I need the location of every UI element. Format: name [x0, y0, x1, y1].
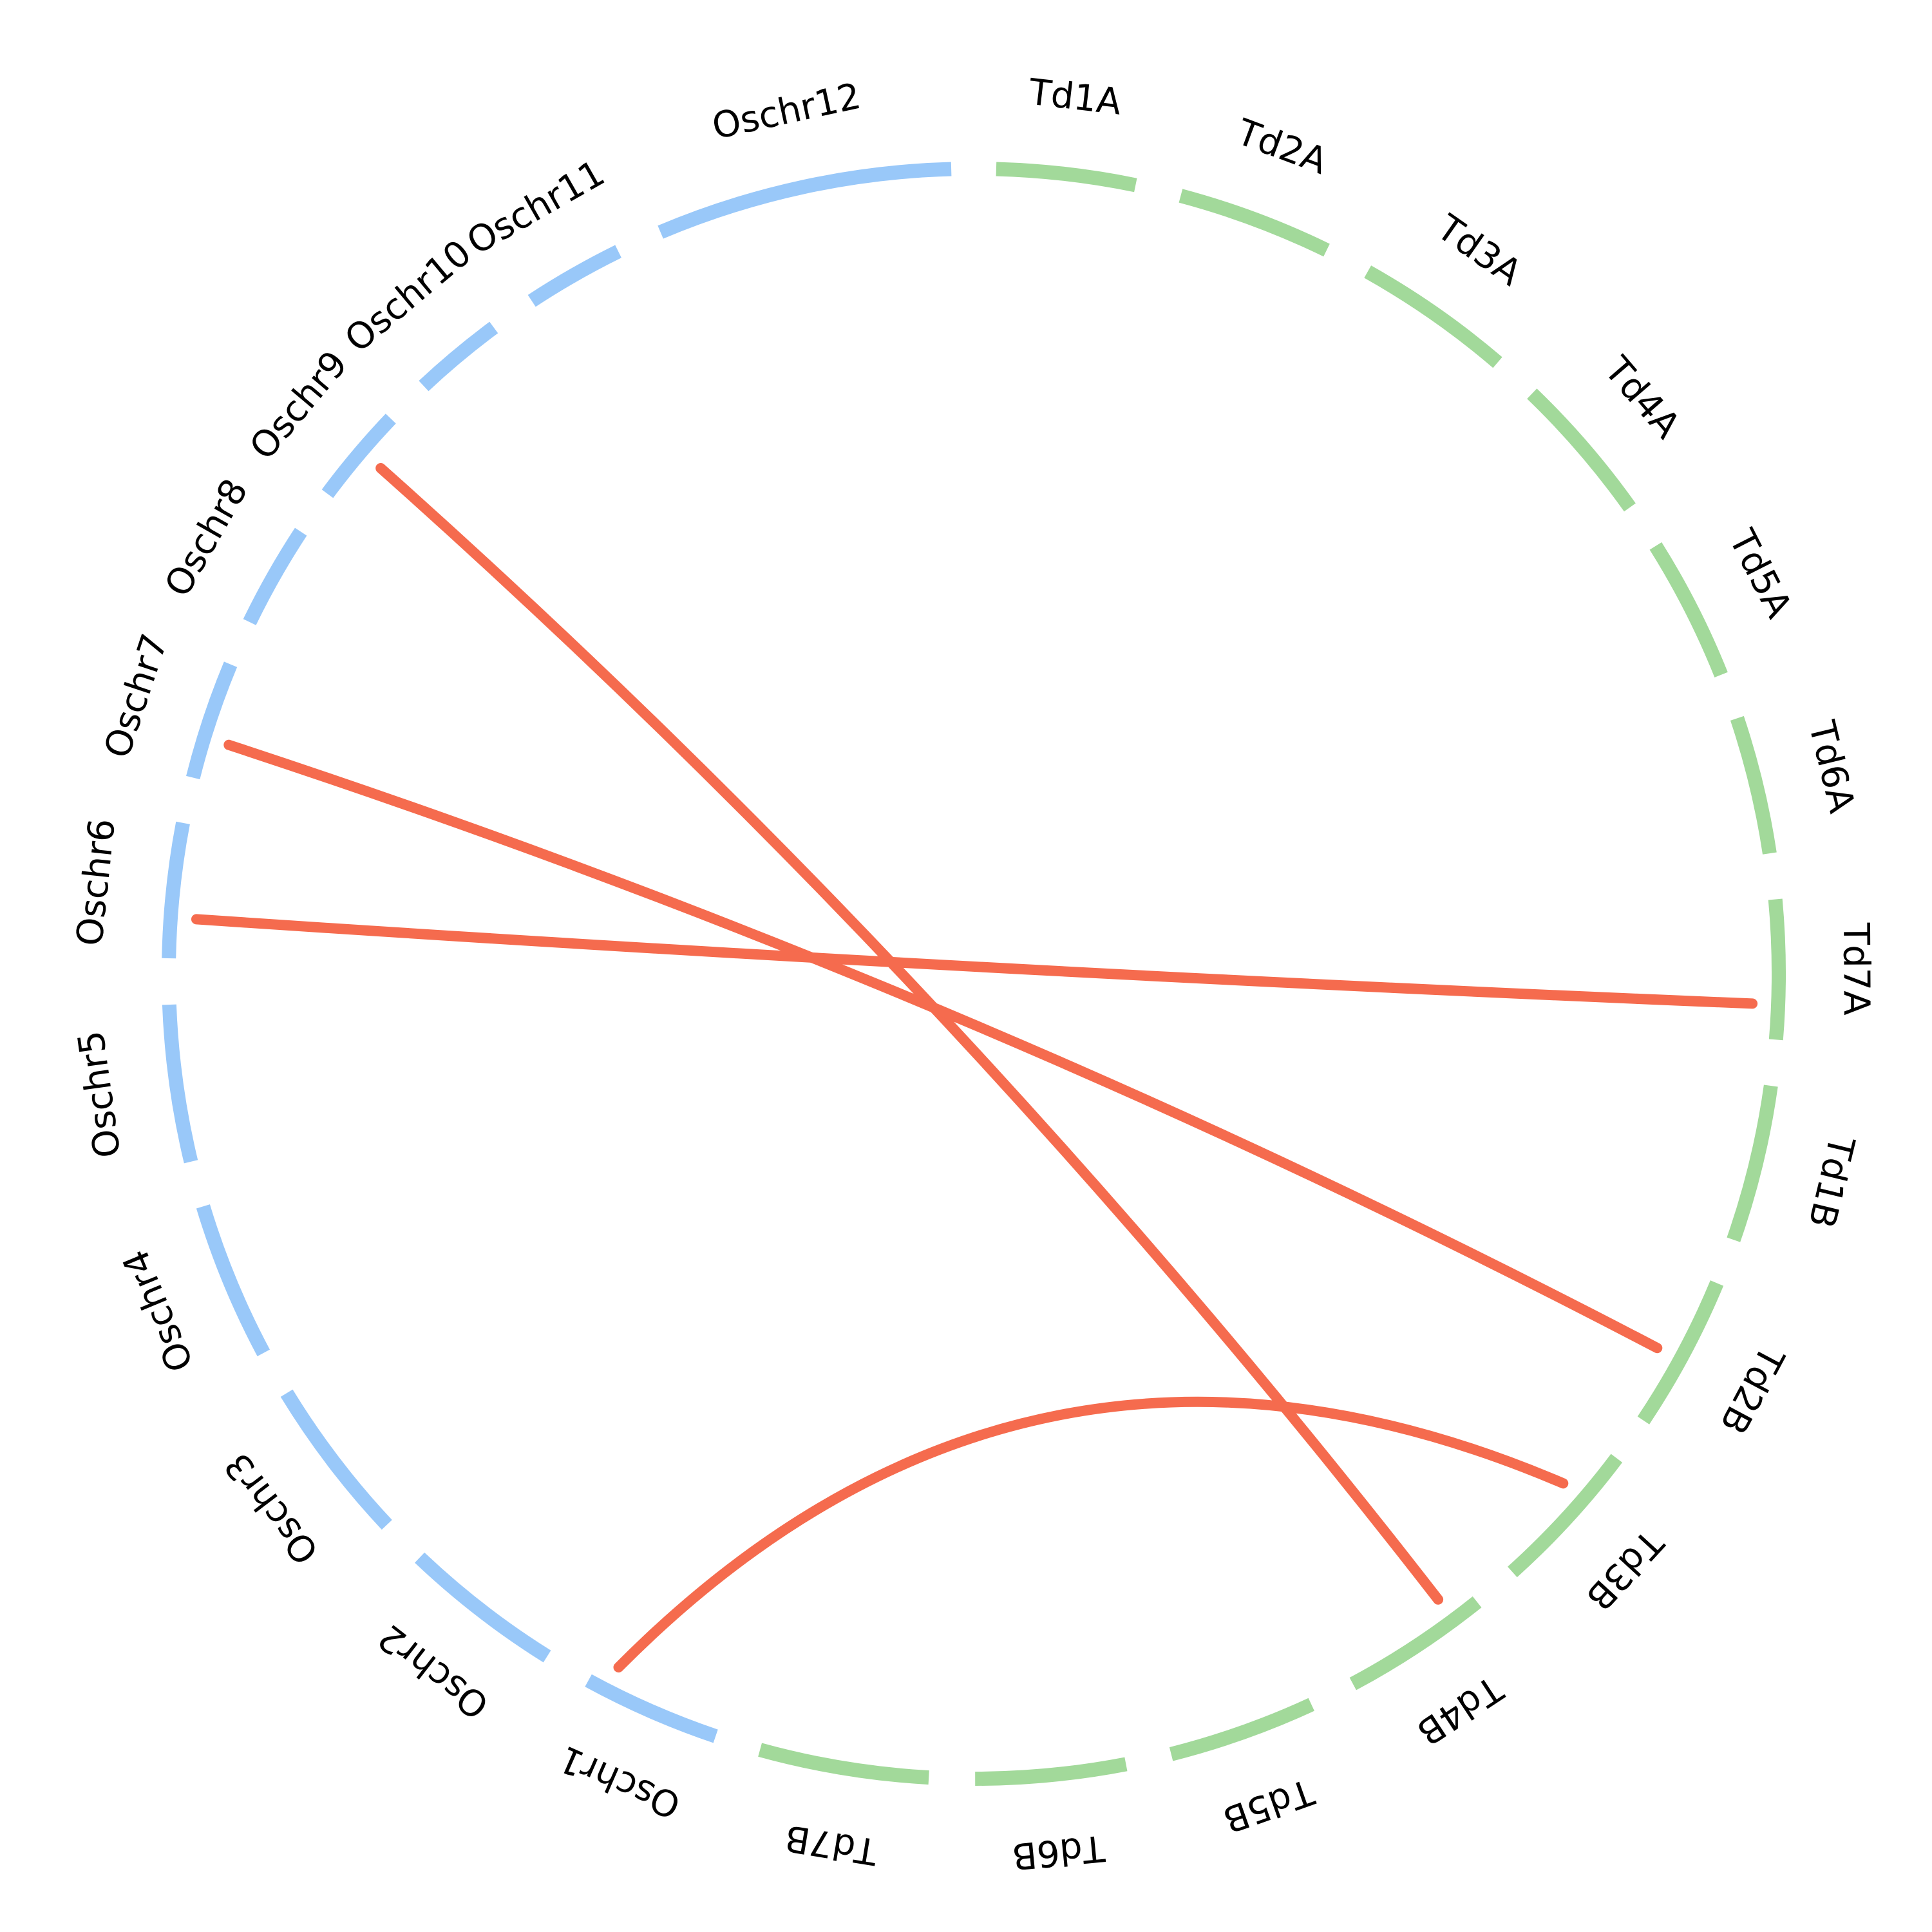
chromosome-label-oschr10: Oschr10: [337, 232, 480, 361]
synteny-link-oschr1-td3b: [613, 1396, 1569, 1672]
chromosome-segment-oschr10: [419, 321, 498, 392]
chromosome-segment-td3b: [1508, 1454, 1623, 1578]
chromosome-segment-oschr12: [658, 162, 952, 239]
chromosome-label-oschr2: Oschr2: [370, 1616, 497, 1727]
chromosome-label-oschr5: Oschr5: [70, 1028, 129, 1160]
chromosome-label-oschr3: Oschr3: [216, 1445, 327, 1572]
chromosome-segment-td1b: [1727, 1084, 1778, 1242]
chromosome-label-oschr12: Oschr12: [708, 75, 864, 148]
chromosome-label-td5a: Td5A: [1720, 522, 1800, 624]
chromosome-label-td2b: Td2B: [1711, 1339, 1792, 1441]
chromosome-label-oschr6: Oschr6: [69, 817, 124, 948]
chromosome-segment-oschr3: [280, 1389, 392, 1530]
chromosome-segment-td6a: [1730, 715, 1777, 855]
chromosome-segment-oschr7: [186, 661, 238, 780]
chromosome-label-oschr4: Oschr4: [115, 1244, 202, 1378]
chromosome-segment-td7a: [1768, 898, 1786, 1041]
chromosome-label-td5b: Td5B: [1218, 1770, 1320, 1841]
chromosome-segment-td1a: [996, 162, 1137, 193]
chromosome-segment-oschr4: [196, 1204, 270, 1356]
synteny-link-oschr7-td2b: [223, 739, 1663, 1354]
chromosome-segment-td7b: [758, 1743, 929, 1785]
chromosome-segment-oschr6: [162, 821, 190, 959]
chromosome-segment-td2b: [1637, 1280, 1724, 1425]
chromosome-label-td3a: Td3A: [1428, 207, 1529, 294]
chromosome-label-oschr9: Oschr9: [242, 343, 355, 468]
chromosome-label-td3b: Td3B: [1578, 1521, 1672, 1618]
chromosome-segment-oschr11: [527, 245, 621, 307]
chromosome-segment-td4a: [1527, 388, 1636, 512]
chromosome-ring: [162, 162, 1786, 1786]
chromosome-label-td2a: Td2A: [1231, 111, 1332, 182]
chromosome-label-oschr8: Oschr8: [157, 472, 256, 603]
chromosome-segment-oschr8: [243, 527, 307, 625]
chromosome-label-oschr7: Oschr7: [97, 629, 176, 763]
chromosome-label-td1a: Td1A: [1026, 71, 1123, 123]
chromosome-segment-oschr1: [585, 1674, 718, 1743]
chromosome-label-td4a: Td4A: [1596, 348, 1689, 446]
chromosome-segment-td3a: [1364, 265, 1502, 368]
synteny-link-oschr9-td4b: [375, 463, 1444, 1605]
chromosome-label-td6b: Td6B: [1010, 1826, 1107, 1877]
chromosome-segment-oschr9: [321, 413, 396, 498]
chromosome-label-oschr11: Oschr11: [460, 152, 612, 263]
synteny-links: [191, 463, 1758, 1672]
chromosome-label-td6a: Td6A: [1800, 717, 1862, 817]
chromosome-label-td7a: Td7A: [1835, 922, 1877, 1016]
chromosome-segment-oschr2: [415, 1552, 551, 1663]
chromosome-segment-oschr5: [162, 1004, 198, 1164]
chromosome-segment-td2a: [1179, 189, 1330, 257]
chromosome-label-oschr1: Oschr1: [553, 1737, 687, 1826]
chromosome-segment-td5b: [1169, 1698, 1314, 1761]
chromosome-segment-td4b: [1349, 1596, 1482, 1690]
chromosome-label-td7b: Td7B: [782, 1816, 880, 1873]
chromosome-segment-td6b: [975, 1757, 1128, 1786]
chromosome-segment-td5a: [1649, 542, 1728, 677]
chromosome-label-td1b: Td1B: [1800, 1132, 1862, 1232]
chromosome-label-td4b: Td4B: [1409, 1667, 1510, 1753]
synteny-link-oschr6-td7a: [191, 914, 1758, 1009]
